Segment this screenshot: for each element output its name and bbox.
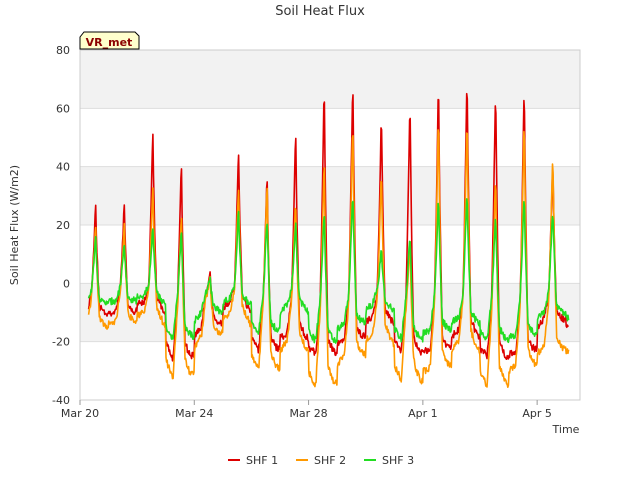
y-tick-label: -20 (52, 336, 70, 349)
y-axis-ticks: -40 -20 0 20 40 60 80 (52, 44, 70, 407)
x-tick-label: Mar 28 (289, 407, 327, 420)
legend-label: SHF 1 (246, 454, 278, 467)
y-tick-label: 60 (56, 102, 70, 115)
legend-label: SHF 2 (314, 454, 346, 467)
x-axis-label: Time (552, 423, 580, 436)
plot-band (80, 50, 580, 109)
badge-label: VR_met (86, 36, 133, 49)
y-tick-label: 80 (56, 44, 70, 57)
x-axis-ticks: Mar 20 Mar 24 Mar 28 Apr 1 Apr 5 (61, 400, 552, 420)
station-badge: VR_met (79, 31, 140, 50)
chart-title: Soil Heat Flux (275, 4, 365, 19)
x-tick-label: Apr 1 (408, 407, 438, 420)
series-line-shf-2 (87, 129, 570, 389)
y-tick-label: 20 (56, 219, 70, 232)
y-tick-label: -40 (52, 394, 70, 407)
y-tick-label: 40 (56, 161, 70, 174)
series-line-shf-1 (87, 92, 569, 362)
badge-box (79, 31, 140, 50)
series-line-shf-3 (87, 198, 570, 344)
legend: SHF 1 SHF 2 SHF 3 (228, 454, 414, 467)
x-tick-label: Apr 5 (522, 407, 552, 420)
x-tick-label: Mar 24 (175, 407, 213, 420)
series-lines (87, 92, 570, 389)
y-tick-label: 0 (63, 277, 70, 290)
x-tick-label: Mar 20 (61, 407, 99, 420)
plot-bands (80, 50, 580, 342)
legend-label: SHF 3 (382, 454, 414, 467)
y-axis-label: Soil Heat Flux (W/m2) (8, 165, 21, 285)
plot-area (79, 49, 581, 401)
